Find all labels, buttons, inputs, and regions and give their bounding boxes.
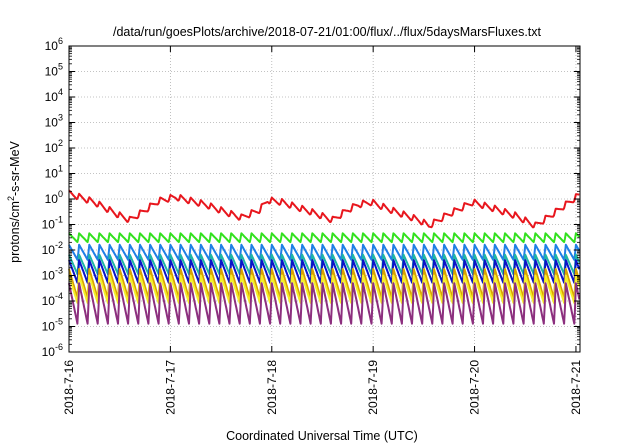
x-tick-labels: 2018-7-16 2018-7-17 2018-7-18 2018-7-19 2018… <box>62 360 583 415</box>
series-line-2 <box>68 232 581 244</box>
y-tick-label: 102 <box>45 138 63 155</box>
y-tick-label: 10-2 <box>42 240 63 257</box>
x-tick-label: 2018-7-16 <box>62 360 76 415</box>
y-tick-label: 10-5 <box>42 317 63 334</box>
y-tick-labels: 10-6 10-5 10-4 10-3 10-2 10-1 100 101 102 103 104 1… <box>42 36 63 359</box>
x-tick-label: 2018-7-20 <box>468 360 482 415</box>
tick-marks <box>68 45 580 353</box>
series-line-3 <box>68 243 581 261</box>
y-tick-label: 10-1 <box>42 215 63 232</box>
y-tick-label: 10-6 <box>42 342 63 359</box>
y-tick-label: 10-4 <box>42 291 63 308</box>
y-tick-label: 106 <box>45 36 63 53</box>
y-tick-label: 104 <box>45 87 63 104</box>
y-tick-label: 105 <box>45 62 63 79</box>
y-axis-title: protons/cm2-s-sr-MeV <box>6 140 22 262</box>
series-layer <box>68 189 581 325</box>
y-tick-label: 10-3 <box>42 266 63 283</box>
y-tick-label: 101 <box>45 164 63 181</box>
x-axis-title: Coordinated Universal Time (UTC) <box>226 429 418 443</box>
x-tick-label: 2018-7-19 <box>366 360 380 415</box>
x-tick-label: 2018-7-17 <box>163 360 177 415</box>
chart-title: /data/run/goesPlots/archive/2018-07-21/0… <box>113 25 542 39</box>
x-tick-label: 2018-7-21 <box>569 360 583 415</box>
series-line-8 <box>68 282 581 325</box>
x-tick-label: 2018-7-18 <box>265 360 279 415</box>
y-tick-label: 103 <box>45 113 63 130</box>
y-tick-label: 100 <box>45 189 63 206</box>
series-line-1 <box>68 189 580 229</box>
